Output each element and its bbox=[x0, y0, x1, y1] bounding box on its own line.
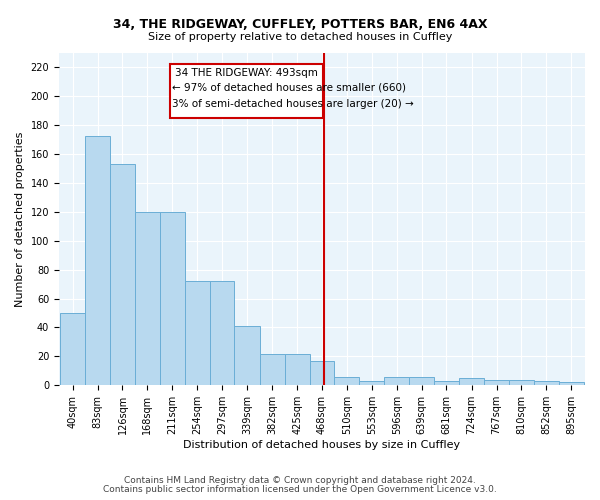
Bar bbox=[60, 313, 85, 386]
Bar bbox=[434, 381, 459, 386]
Bar bbox=[484, 380, 509, 386]
Bar bbox=[409, 376, 434, 386]
Text: Size of property relative to detached houses in Cuffley: Size of property relative to detached ho… bbox=[148, 32, 452, 42]
Bar bbox=[385, 376, 409, 386]
X-axis label: Distribution of detached houses by size in Cuffley: Distribution of detached houses by size … bbox=[184, 440, 461, 450]
Text: ← 97% of detached houses are smaller (660): ← 97% of detached houses are smaller (66… bbox=[172, 83, 406, 93]
Bar bbox=[334, 376, 359, 386]
Y-axis label: Number of detached properties: Number of detached properties bbox=[15, 131, 25, 306]
Bar bbox=[509, 380, 533, 386]
Bar bbox=[210, 281, 235, 386]
Bar bbox=[235, 326, 260, 386]
Bar bbox=[160, 212, 185, 386]
FancyBboxPatch shape bbox=[170, 64, 323, 118]
Bar bbox=[135, 212, 160, 386]
Bar bbox=[284, 354, 310, 386]
Text: 34, THE RIDGEWAY, CUFFLEY, POTTERS BAR, EN6 4AX: 34, THE RIDGEWAY, CUFFLEY, POTTERS BAR, … bbox=[113, 18, 487, 30]
Text: Contains HM Land Registry data © Crown copyright and database right 2024.: Contains HM Land Registry data © Crown c… bbox=[124, 476, 476, 485]
Bar bbox=[559, 382, 584, 386]
Bar bbox=[260, 354, 284, 386]
Bar bbox=[533, 381, 559, 386]
Bar bbox=[459, 378, 484, 386]
Text: 34 THE RIDGEWAY: 493sqm: 34 THE RIDGEWAY: 493sqm bbox=[175, 68, 318, 78]
Text: 3% of semi-detached houses are larger (20) →: 3% of semi-detached houses are larger (2… bbox=[172, 99, 414, 109]
Text: Contains public sector information licensed under the Open Government Licence v3: Contains public sector information licen… bbox=[103, 485, 497, 494]
Bar bbox=[110, 164, 135, 386]
Bar bbox=[359, 381, 385, 386]
Bar bbox=[185, 281, 210, 386]
Bar bbox=[310, 360, 334, 386]
Bar bbox=[85, 136, 110, 386]
